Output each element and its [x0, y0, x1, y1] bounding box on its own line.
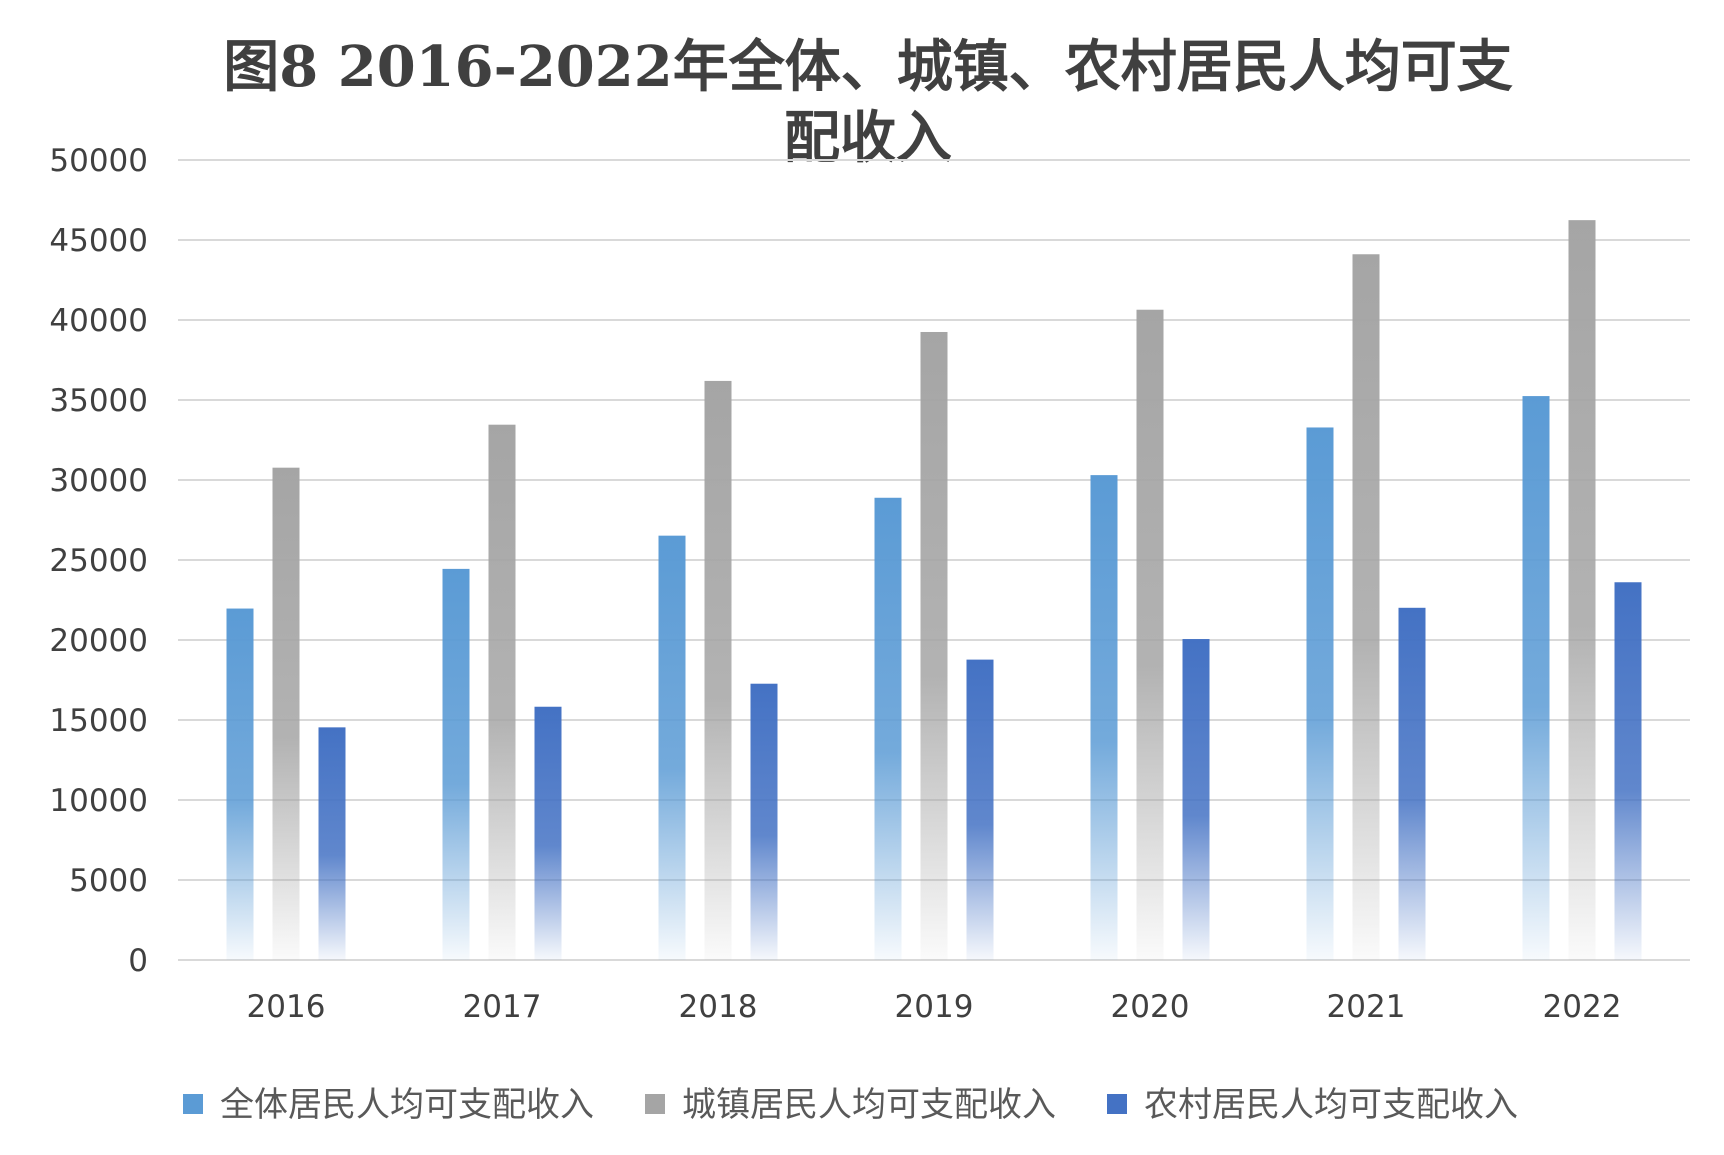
y-tick-label: 30000	[49, 463, 148, 499]
bar-2019-series-3	[966, 659, 994, 960]
x-tick-label: 2020	[1111, 989, 1190, 1025]
bar-2018-series-1	[658, 535, 686, 960]
legend-swatch	[183, 1094, 203, 1114]
bar-2021-series-3	[1398, 607, 1426, 960]
y-tick-label: 35000	[49, 383, 148, 419]
y-axis-ticks: 0 5000 10000 15000 20000 25000 30000 35000 40000…	[49, 143, 148, 979]
bar-2019-series-2	[920, 331, 948, 960]
legend-label: 城镇居民人均可支配收入	[682, 1085, 1056, 1125]
y-tick-label: 15000	[49, 703, 148, 739]
x-tick-label: 2017	[463, 989, 542, 1025]
bar-2021-series-1	[1306, 427, 1334, 960]
bar-2021-series-2	[1352, 254, 1380, 961]
bar-2017-series-2	[488, 424, 516, 960]
bar-2022-series-2	[1568, 220, 1596, 961]
y-tick-label: 20000	[49, 623, 148, 659]
y-tick-label: 0	[128, 943, 148, 979]
legend-label: 农村居民人均可支配收入	[1144, 1085, 1518, 1125]
bar-2020-series-1	[1090, 475, 1118, 960]
legend: 全体居民人均可支配收入 城镇居民人均可支配收入 农村居民人均可支配收入	[183, 1085, 1518, 1125]
bar-2017-series-1	[442, 568, 470, 960]
chart-title-line-2: 配收入	[784, 105, 952, 171]
x-tick-label: 2016	[247, 989, 326, 1025]
legend-swatch	[645, 1094, 665, 1114]
x-tick-label: 2018	[679, 989, 758, 1025]
bar-2018-series-2	[704, 380, 732, 961]
x-tick-label: 2022	[1543, 989, 1622, 1025]
bar-2020-series-2	[1136, 309, 1164, 960]
legend-swatch	[1107, 1094, 1127, 1114]
y-tick-label: 45000	[49, 223, 148, 259]
x-tick-label: 2021	[1327, 989, 1406, 1025]
bar-2018-series-3	[750, 683, 778, 960]
y-tick-label: 10000	[49, 783, 148, 819]
bars	[226, 220, 1642, 961]
legend-label: 全体居民人均可支配收入	[220, 1085, 594, 1125]
x-axis-ticks: 2016 2017 2018 2019 2020 2021 2022	[247, 989, 1622, 1025]
y-tick-label: 50000	[49, 143, 148, 179]
bar-2016-series-2	[272, 467, 300, 960]
bar-2020-series-3	[1182, 639, 1210, 960]
bar-2022-series-3	[1614, 582, 1642, 960]
bar-2016-series-3	[318, 727, 346, 960]
x-tick-label: 2019	[895, 989, 974, 1025]
bar-2022-series-1	[1522, 396, 1550, 961]
bar-2017-series-3	[534, 706, 562, 960]
bar-2016-series-1	[226, 608, 254, 960]
bar-2019-series-1	[874, 497, 902, 960]
y-tick-label: 40000	[49, 303, 148, 339]
chart-title-line-1: 图8 2016-2022年全体、城镇、农村居民人均可支	[223, 34, 1512, 100]
y-tick-label: 25000	[49, 543, 148, 579]
y-tick-label: 5000	[69, 863, 148, 899]
